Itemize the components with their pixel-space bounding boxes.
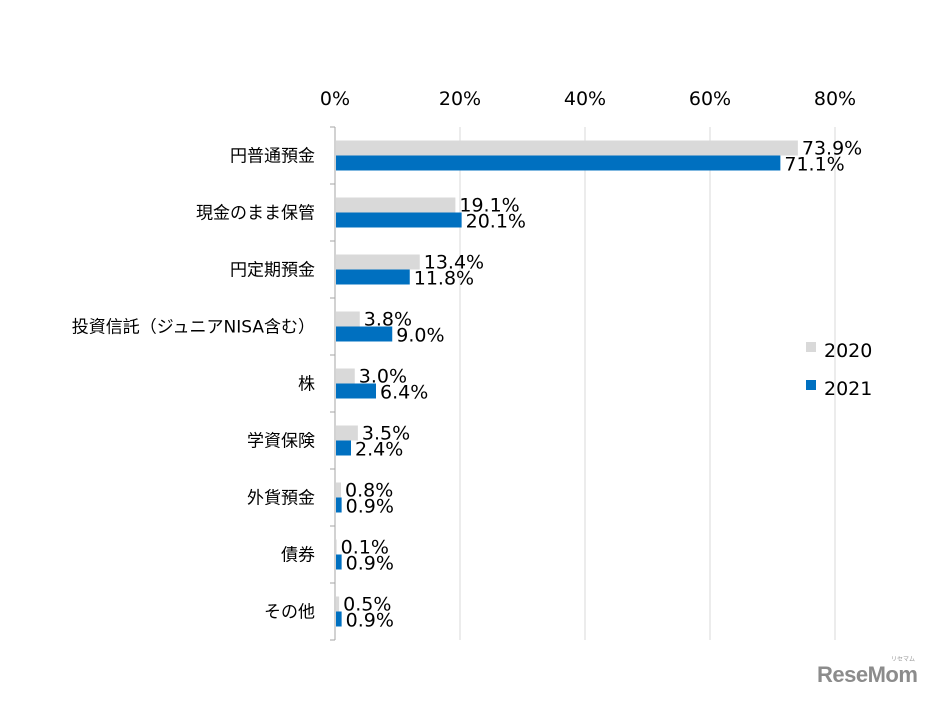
bar-2020 [336, 368, 355, 384]
data-label-2020: 73.9% [802, 138, 862, 160]
legend-swatch-2020 [806, 342, 816, 352]
bar-2021 [336, 554, 342, 570]
logo-small-text: リセマム [891, 657, 916, 663]
data-label-2021: 71.1% [784, 154, 844, 176]
data-label-2020: 0.1% [341, 537, 389, 559]
bar-2020 [336, 482, 341, 498]
legend-swatch-2021 [806, 380, 816, 390]
bar-2020 [336, 140, 798, 156]
data-label-2021: 11.8% [414, 268, 474, 290]
x-tick-label: 60% [689, 88, 731, 110]
bar-2020 [336, 254, 420, 270]
data-label-2021: 20.1% [466, 211, 526, 233]
bar-2021 [336, 269, 410, 285]
category-label: その他 [264, 603, 315, 623]
bar-2021 [336, 155, 781, 171]
x-tick-label: 0% [320, 88, 350, 110]
bar-2020 [336, 596, 340, 612]
bar-2020 [336, 311, 360, 327]
x-tick-label: 40% [564, 88, 606, 110]
data-label-2020: 3.8% [364, 309, 412, 331]
bar-2020 [336, 539, 337, 555]
data-label-2021: 2.4% [355, 439, 403, 461]
bar-2020 [336, 197, 456, 213]
category-label: 投資信託（ジュニアNISA含む） [72, 318, 315, 338]
data-label-2020: 19.1% [459, 195, 519, 217]
bar-2021 [336, 611, 342, 627]
data-label-2020: 13.4% [424, 252, 484, 274]
category-label: 円普通預金 [230, 147, 315, 167]
resemom-logo: ReseMom リセマム [817, 657, 918, 688]
bar-2021 [336, 440, 351, 456]
data-label-2021: 0.9% [346, 553, 394, 575]
bar-2020 [336, 425, 358, 441]
data-label-2021: 6.4% [380, 382, 428, 404]
data-label-2020: 0.5% [343, 594, 391, 616]
category-label: 外貨預金 [247, 489, 315, 509]
data-label-2021: 9.0% [396, 325, 444, 347]
bar-2021 [336, 497, 342, 513]
data-label-2020: 3.5% [362, 423, 410, 445]
category-label: 円定期預金 [230, 261, 315, 281]
bar-2021 [336, 212, 462, 228]
bar-2021 [336, 326, 393, 342]
data-label-2020: 0.8% [345, 480, 393, 502]
x-tick-label: 80% [814, 88, 856, 110]
category-label: 株 [298, 375, 315, 395]
data-label-2021: 0.9% [346, 496, 394, 518]
category-label: 学資保険 [247, 432, 315, 452]
legend-label-2020: 2020 [824, 340, 872, 362]
category-label: 債券 [281, 546, 315, 566]
category-label: 現金のまま保管 [196, 204, 315, 224]
legend-label-2021: 2021 [824, 378, 872, 400]
x-tick-label: 20% [439, 88, 481, 110]
logo-text: ReseMom [817, 662, 918, 687]
data-label-2020: 3.0% [359, 366, 407, 388]
bar-2021 [336, 383, 376, 399]
data-label-2021: 0.9% [346, 610, 394, 632]
